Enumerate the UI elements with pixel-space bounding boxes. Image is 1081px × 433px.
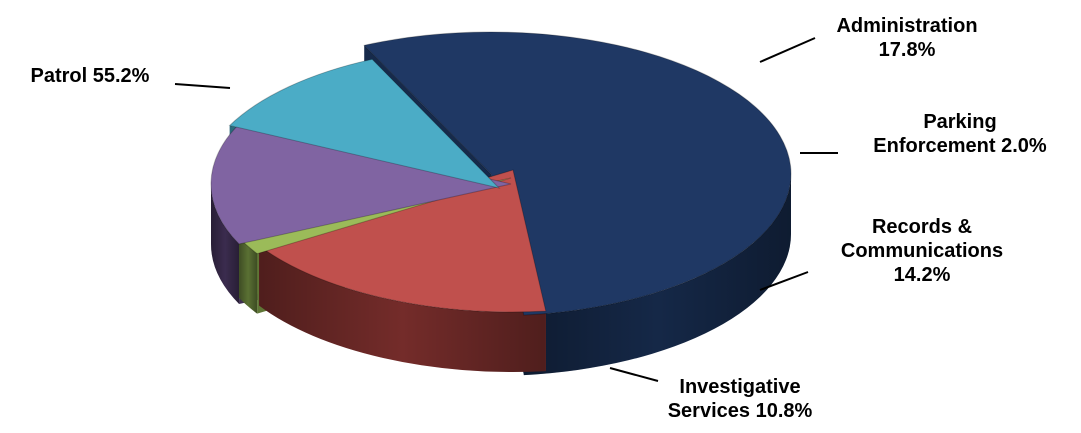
slice-label-line: Enforcement 2.0% [873,135,1047,157]
slice-label-line: Records & [872,216,972,238]
leader-lines [174,37,838,382]
slice-label-records-communications: Records & Communications 14.2% [841,216,1003,286]
slice-label-line: 14.2% [894,264,951,286]
leader-line-patrol [174,83,231,89]
slice-side-shade [239,238,258,314]
leader-line-administration [759,37,816,63]
slice-records-communications [210,120,512,245]
slice-labels: Patrol 55.2% Administration 17.8% Parking En… [31,15,1047,422]
slice-administration [258,169,547,313]
leader-line-records-communications [759,271,809,291]
slice-investigative-services [228,58,501,189]
slice-patrol [363,31,792,316]
slice-side-shade [523,174,791,376]
slice-side-shade [211,184,240,305]
slice-tops [210,31,792,316]
slice-label-line: Communications [841,240,1003,262]
leader-line-investigative-services [609,367,659,382]
slice-label-investigative-services: Investigative Services 10.8% [668,376,813,422]
slice-label-administration: Administration 17.8% [836,15,977,61]
slice-label-line: Services 10.8% [668,400,813,422]
slice-label-parking-enforcement: Parking Enforcement 2.0% [873,111,1047,157]
slice-label-line: Administration [836,15,977,37]
slice-label-line: 17.8% [879,39,936,61]
slice-label-line: Patrol 55.2% [31,65,150,87]
slice-label-line: Parking [923,111,996,133]
slice-label-patrol: Patrol 55.2% [31,65,150,87]
slice-side-shade [259,245,546,372]
slice-label-line: Investigative [679,376,800,398]
